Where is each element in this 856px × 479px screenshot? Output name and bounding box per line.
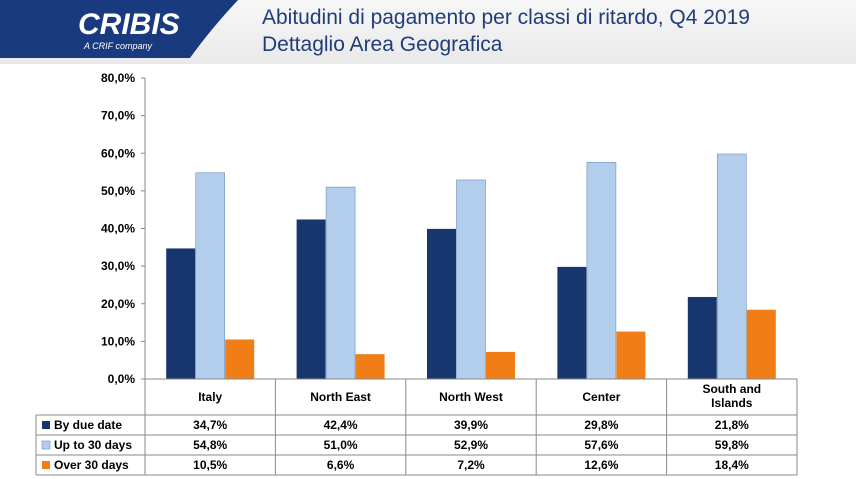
y-tick-label: 70,0% bbox=[101, 109, 135, 123]
legend-swatch-3 bbox=[42, 461, 50, 469]
data-label-2-3: 52,9% bbox=[454, 438, 488, 452]
data-label-3-5: 18,4% bbox=[715, 458, 749, 472]
bar-3-5 bbox=[746, 309, 776, 379]
data-label-3-4: 12,6% bbox=[584, 458, 618, 472]
data-label-1-2: 42,4% bbox=[324, 418, 358, 432]
data-label-1-1: 34,7% bbox=[193, 418, 227, 432]
data-label-3-3: 7,2% bbox=[457, 458, 485, 472]
bar-1-2 bbox=[296, 219, 326, 379]
legend-label-1: By due date bbox=[54, 418, 122, 432]
legend-label-2: Up to 30 days bbox=[54, 438, 132, 452]
y-tick-label: 0,0% bbox=[108, 372, 136, 386]
x-tick-label: Center bbox=[582, 390, 620, 404]
legend-swatch-1 bbox=[42, 421, 50, 429]
bars bbox=[166, 153, 776, 380]
bar-2-5 bbox=[716, 153, 747, 380]
data-label-1-3: 39,9% bbox=[454, 418, 488, 432]
logo-text: CRIBIS bbox=[78, 8, 180, 41]
y-tick-label: 10,0% bbox=[101, 334, 135, 348]
logo-swoosh-icon bbox=[0, 0, 238, 58]
y-tick-label: 20,0% bbox=[101, 297, 135, 311]
chart-title: Abitudini di pagamento per classi di rit… bbox=[262, 6, 750, 29]
y-tick-label: 80,0% bbox=[101, 71, 135, 85]
bar-2-2 bbox=[325, 186, 356, 380]
data-label-2-4: 57,6% bbox=[584, 438, 618, 452]
data-label-1-4: 29,8% bbox=[584, 418, 618, 432]
bar-1-4 bbox=[557, 266, 587, 379]
x-tick-label: South and Islands bbox=[702, 382, 761, 410]
bar-3-2 bbox=[355, 354, 385, 379]
bar-3-4 bbox=[616, 331, 646, 379]
bar-2-4 bbox=[586, 161, 617, 380]
x-tick-label: North West bbox=[439, 390, 503, 404]
cribis-logo: CRIBIS A CRIF company bbox=[0, 0, 240, 58]
data-table: Italy North East North West Center South and… bbox=[35, 378, 798, 476]
bar-1-1 bbox=[166, 248, 196, 379]
header-bar: CRIBIS A CRIF company Abitudini di pagam… bbox=[0, 0, 856, 64]
bar-2-3 bbox=[456, 179, 486, 380]
y-tick-label: 30,0% bbox=[101, 259, 135, 273]
data-label-2-5: 59,8% bbox=[715, 438, 749, 452]
bar-3-3 bbox=[486, 351, 515, 379]
bar-1-5 bbox=[687, 296, 717, 379]
data-label-1-5: 21,8% bbox=[715, 418, 749, 432]
bar-3-1 bbox=[225, 339, 255, 379]
legend-swatch-2 bbox=[41, 440, 51, 450]
bar-2-1 bbox=[195, 172, 225, 380]
y-tick-label: 40,0% bbox=[101, 222, 135, 236]
chart-area: 0,0% 10,0% 20,0% 30,0% 40,0% 50,0% 60,0% 70,0% 8… bbox=[35, 71, 798, 476]
bar-1-3 bbox=[427, 228, 456, 379]
data-label-2-2: 51,0% bbox=[324, 438, 358, 452]
y-tick-label: 50,0% bbox=[101, 184, 135, 198]
x-tick-label: Italy bbox=[198, 390, 222, 404]
y-tick-label: 60,0% bbox=[101, 146, 135, 160]
legend-label-3: Over 30 days bbox=[54, 458, 129, 472]
logo-subtext: A CRIF company bbox=[83, 41, 153, 51]
data-label-2-1: 54,8% bbox=[193, 438, 227, 452]
x-tick-label: North East bbox=[310, 390, 371, 404]
chart-subtitle: Dettaglio Area Geografica bbox=[262, 33, 503, 56]
data-label-3-1: 10,5% bbox=[193, 458, 227, 472]
data-label-3-2: 6,6% bbox=[327, 458, 355, 472]
y-axis: 0,0% 10,0% 20,0% 30,0% 40,0% 50,0% 60,0% 70,0% 8… bbox=[101, 71, 146, 386]
